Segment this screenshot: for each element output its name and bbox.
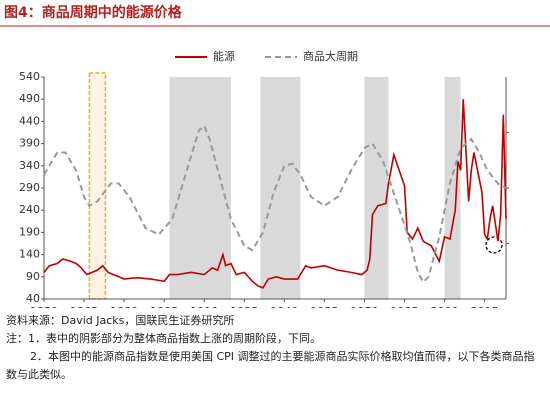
x-tick-label: 1955: [310, 305, 338, 308]
note-1: 注：1．表中的阴影部分为整体商品指数上涨的周期阶段，下同。: [6, 332, 321, 345]
shaded-period: [260, 77, 301, 299]
source: 资料来源：David Jacks，国联民生证券研究所: [6, 314, 235, 327]
y-tick-label: 240: [19, 203, 40, 216]
shaded-period: [444, 77, 461, 299]
x-tick-label: 1865: [70, 305, 98, 308]
y-tick-label: 490: [19, 92, 40, 105]
x-tick-label: 1925: [230, 305, 258, 308]
series-line: [43, 99, 507, 289]
y-tick-label: 140: [19, 248, 40, 261]
x-tick-label: 1880: [110, 305, 138, 308]
legend-label: 商品大周期: [303, 49, 358, 63]
x-tick-label: 1970: [350, 305, 378, 308]
x-tick-label: 1940: [270, 305, 298, 308]
y-tick-label: 340: [19, 159, 40, 172]
chart: 图4：商品周期中的能源价格 40 90 140 190 240 290 340 390 440 4…: [0, 4, 550, 318]
note-2: 2．本图中的能源商品指数是使用美国 CPI 调整过的主要能源商品实际价格取均值而…: [6, 350, 535, 381]
highlight-circle: [485, 236, 503, 254]
y-tick-label: 290: [19, 181, 40, 194]
highlight-period: [88, 72, 107, 300]
x-tick-label: 2000: [431, 305, 459, 308]
x-tick-label: 1850: [30, 305, 58, 308]
chart-title: 图4：商品周期中的能源价格: [4, 4, 183, 21]
y-tick-label: 40: [26, 292, 40, 305]
y-tick-label: 90: [26, 270, 40, 283]
x-tick-label: 1895: [150, 305, 178, 308]
x-tick-label: 2015: [471, 305, 499, 308]
x-tick-label: 1985: [391, 305, 419, 308]
y-tick-label: 540: [19, 70, 40, 83]
series-line: [43, 124, 507, 284]
y-tick-label: 390: [19, 137, 40, 150]
y-tick-label: 190: [19, 225, 40, 238]
y-tick-label: 440: [19, 114, 40, 127]
legend-label: 能源: [213, 49, 235, 63]
x-tick-label: 1910: [190, 305, 218, 308]
